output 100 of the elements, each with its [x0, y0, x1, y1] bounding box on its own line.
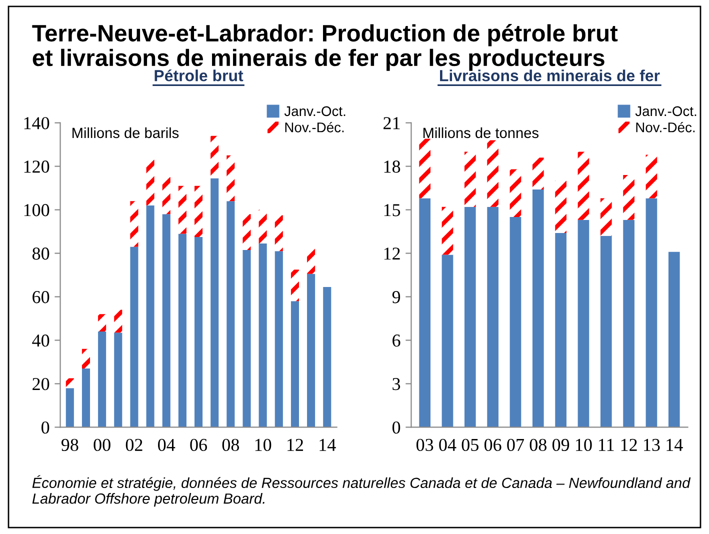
- x-tick-label: 12: [288, 438, 304, 451]
- bar: [464, 206, 476, 428]
- bar: [487, 140, 498, 207]
- bar: [323, 286, 332, 428]
- x-tick-label: 08: [530, 438, 546, 452]
- x-tick-label: 10: [576, 438, 592, 452]
- text: Économie et stratégie, données de Ressources naturelles Canada et de Canada – Newfoundland and Labrador Offshore petroleum Board.: [32, 475, 691, 507]
- y-tick-label: 12: [384, 248, 400, 260]
- bar: [290, 270, 299, 302]
- bar: [242, 250, 251, 428]
- y-tick-label: 15: [384, 204, 400, 216]
- bar: [226, 155, 235, 202]
- bar: [146, 160, 154, 206]
- bar: [668, 252, 680, 428]
- legend-label: Nov.-Déc.: [636, 122, 695, 132]
- bar: [226, 201, 235, 428]
- bar: [274, 215, 283, 252]
- bar: [66, 388, 74, 428]
- y-axis-title: Millions de tonnes: [423, 127, 538, 138]
- chart-title: Terre-Neuve-et-Labrador: Production de pétrole brut et livraisons de minerais de fer par les producteurs: [32, 24, 618, 71]
- y-tick-label: 3: [392, 378, 400, 390]
- bar: [194, 186, 203, 237]
- y-tick-label: 60: [32, 291, 50, 304]
- bar: [532, 158, 544, 190]
- bar: [210, 136, 219, 178]
- bar: [258, 210, 267, 244]
- x-tick-label: 04: [439, 438, 456, 452]
- x-tick-label: 05: [462, 438, 478, 452]
- bar: [578, 152, 590, 220]
- bar: [646, 154, 658, 198]
- bar: [130, 246, 138, 428]
- bar: [307, 246, 316, 274]
- x-tick-label: 06: [484, 438, 502, 452]
- bar: [162, 214, 170, 428]
- chart-subtitle: Livraisons de minerais de fer: [440, 70, 660, 82]
- bar: [623, 220, 634, 428]
- bar: [555, 180, 566, 233]
- x-tick-label: 14: [666, 438, 683, 451]
- bar: [114, 332, 122, 428]
- x-tick-label: 08: [222, 438, 240, 452]
- bar: [194, 236, 203, 428]
- bar: [290, 301, 299, 428]
- bar: [98, 314, 106, 332]
- chart-subtitle: Pétrole brut: [154, 69, 244, 82]
- bar: [178, 186, 186, 234]
- bar: [66, 378, 74, 388]
- bar: [146, 205, 154, 428]
- y-tick-label: 0: [42, 421, 50, 434]
- y-tick-label: 9: [392, 291, 400, 304]
- y-tick-label: 120: [24, 160, 50, 173]
- x-tick-label: 13: [644, 438, 660, 452]
- bar: [578, 220, 590, 428]
- x-tick-label: 12: [621, 438, 637, 451]
- bar: [623, 175, 634, 220]
- bar: [82, 368, 90, 428]
- x-tick-label: 04: [158, 438, 176, 452]
- legend-label: Nov.-Déc.: [285, 122, 344, 132]
- x-tick-label: 06: [190, 438, 208, 452]
- bar: [600, 236, 612, 428]
- bar: [258, 243, 267, 428]
- bar: [510, 169, 522, 218]
- bar: [442, 254, 454, 428]
- bar: [114, 310, 122, 333]
- bar: [82, 348, 90, 368]
- x-tick-label: 11: [599, 438, 614, 451]
- y-axis-title: Millions de barils: [72, 127, 179, 138]
- y-tick-label: 40: [32, 334, 50, 347]
- y-tick-label: 100: [24, 204, 50, 216]
- x-tick-label: 03: [416, 438, 434, 452]
- bar: [178, 234, 186, 428]
- bar: [162, 177, 170, 214]
- y-tick-label: 21: [384, 117, 400, 130]
- bar: [419, 138, 430, 198]
- x-tick-label: 07: [507, 438, 524, 452]
- x-tick-label: 00: [94, 438, 110, 452]
- x-tick-label: 02: [126, 438, 142, 452]
- x-tick-label: 09: [552, 438, 570, 452]
- bar: [600, 198, 612, 236]
- bar: [487, 206, 498, 428]
- x-tick-label: 10: [255, 438, 272, 452]
- bar: [510, 217, 522, 428]
- y-tick-label: 6: [392, 334, 400, 347]
- bar: [130, 201, 138, 247]
- legend-label: Janv.-Oct.: [635, 106, 696, 116]
- bar: [210, 178, 219, 428]
- bar: [646, 198, 658, 428]
- bar: [98, 332, 106, 428]
- bar: [555, 232, 566, 428]
- bar: [274, 251, 283, 428]
- bar: [442, 206, 454, 255]
- bar: [532, 189, 544, 428]
- legend-label: Janv.-Oct.: [284, 106, 346, 116]
- bar: [419, 198, 430, 428]
- y-tick-label: 20: [32, 378, 50, 390]
- x-tick-label: 98: [61, 438, 78, 452]
- y-tick-label: 18: [384, 160, 400, 173]
- y-tick-label: 140: [24, 117, 50, 130]
- x-tick-label: 14: [320, 438, 336, 451]
- y-tick-label: 80: [32, 248, 50, 260]
- bar: [242, 214, 251, 250]
